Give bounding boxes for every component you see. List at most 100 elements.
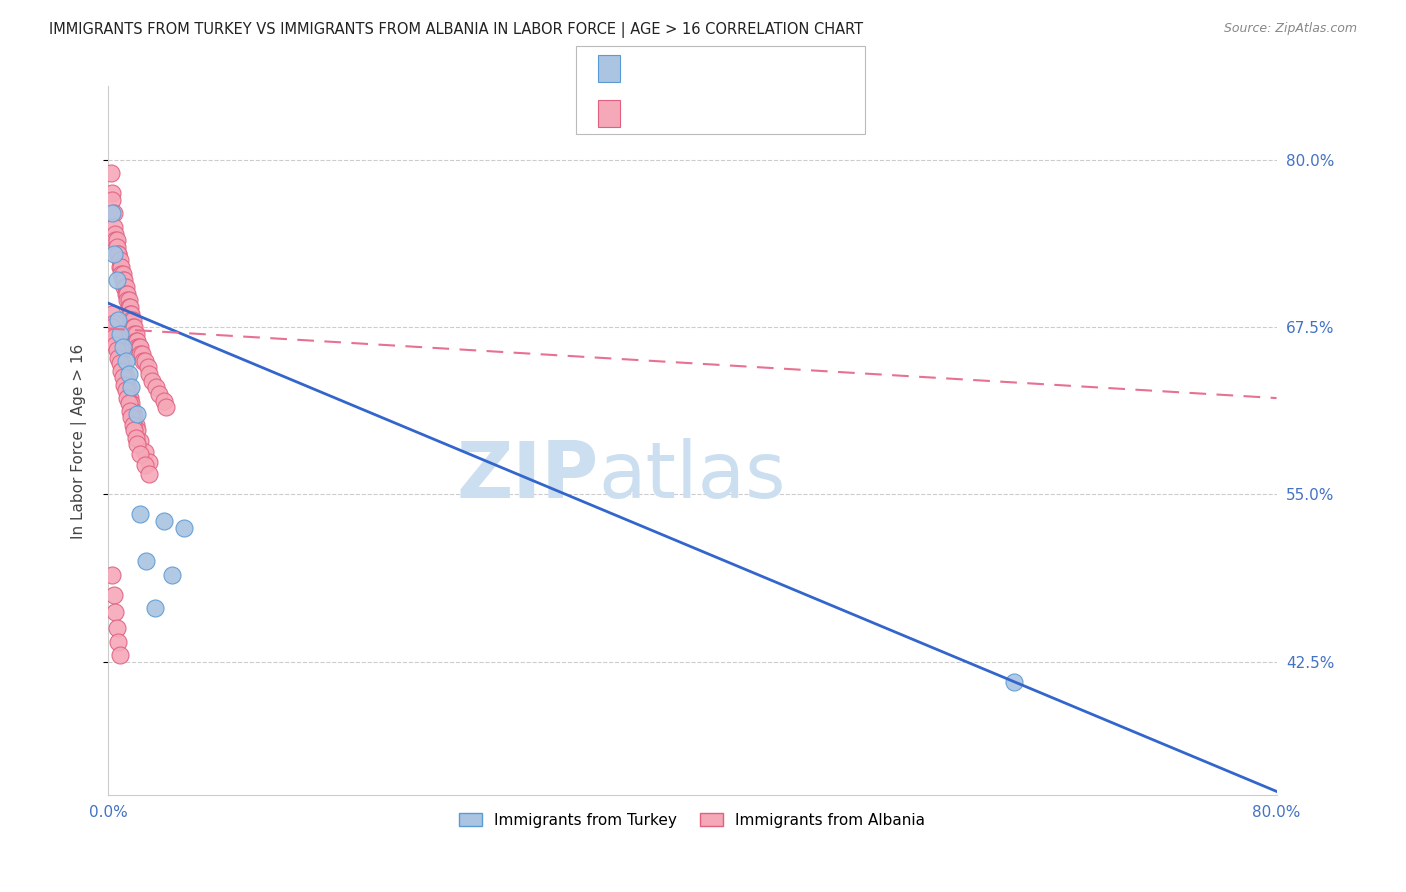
Point bbox=[111, 267, 134, 281]
Point bbox=[112, 280, 135, 294]
Point bbox=[114, 353, 136, 368]
Point bbox=[173, 521, 195, 535]
Point bbox=[127, 334, 149, 348]
Point bbox=[152, 514, 174, 528]
Point bbox=[107, 351, 129, 365]
Point bbox=[110, 267, 132, 281]
Point bbox=[162, 567, 184, 582]
Point bbox=[127, 436, 149, 450]
Point bbox=[127, 423, 149, 437]
Point bbox=[105, 240, 128, 254]
Point bbox=[134, 444, 156, 458]
Point bbox=[124, 326, 146, 341]
Point bbox=[128, 340, 150, 354]
Text: Source: ZipAtlas.com: Source: ZipAtlas.com bbox=[1223, 22, 1357, 36]
Point bbox=[104, 233, 127, 247]
Point bbox=[107, 246, 129, 260]
Point bbox=[101, 320, 124, 334]
Point bbox=[114, 369, 136, 384]
Point bbox=[129, 508, 152, 522]
Point bbox=[110, 351, 132, 365]
Point bbox=[120, 396, 142, 410]
Text: IMMIGRANTS FROM TURKEY VS IMMIGRANTS FROM ALBANIA IN LABOR FORCE | AGE > 16 CORR: IMMIGRANTS FROM TURKEY VS IMMIGRANTS FRO… bbox=[49, 22, 863, 38]
Point bbox=[129, 434, 152, 448]
Point bbox=[120, 409, 142, 424]
Point bbox=[114, 286, 136, 301]
Point bbox=[111, 273, 134, 287]
Point bbox=[127, 340, 149, 354]
Point bbox=[118, 300, 141, 314]
Point bbox=[118, 404, 141, 418]
Point bbox=[104, 324, 127, 338]
Point bbox=[134, 353, 156, 368]
Point bbox=[110, 260, 132, 274]
Point bbox=[108, 648, 131, 662]
Point bbox=[108, 326, 131, 341]
Point bbox=[129, 347, 152, 361]
Point bbox=[105, 233, 128, 247]
Point bbox=[104, 227, 127, 241]
Point bbox=[105, 329, 128, 343]
Point bbox=[103, 316, 125, 330]
Point bbox=[103, 206, 125, 220]
Point bbox=[107, 337, 129, 351]
Point bbox=[125, 334, 148, 348]
Point bbox=[145, 380, 167, 394]
Point bbox=[141, 374, 163, 388]
Point bbox=[114, 280, 136, 294]
Point bbox=[117, 383, 139, 397]
Point bbox=[135, 554, 157, 568]
Y-axis label: In Labor Force | Age > 16: In Labor Force | Age > 16 bbox=[72, 343, 87, 539]
Point bbox=[155, 401, 177, 415]
Point bbox=[124, 320, 146, 334]
Point bbox=[125, 326, 148, 341]
Point bbox=[125, 431, 148, 445]
Point bbox=[112, 377, 135, 392]
Point bbox=[108, 356, 131, 370]
Point bbox=[124, 409, 146, 424]
Point bbox=[115, 293, 138, 308]
Point bbox=[138, 467, 160, 482]
Text: atlas: atlas bbox=[599, 438, 786, 515]
Point bbox=[108, 253, 131, 268]
Point bbox=[112, 273, 135, 287]
Legend: Immigrants from Turkey, Immigrants from Albania: Immigrants from Turkey, Immigrants from … bbox=[453, 806, 931, 834]
Point bbox=[122, 404, 145, 418]
Point bbox=[105, 343, 128, 357]
Point bbox=[122, 320, 145, 334]
Point bbox=[152, 393, 174, 408]
Text: ZIP: ZIP bbox=[457, 438, 599, 515]
Point bbox=[132, 353, 155, 368]
Point bbox=[118, 307, 141, 321]
Point bbox=[122, 313, 145, 327]
Point bbox=[117, 367, 139, 381]
Point bbox=[111, 356, 134, 370]
Point bbox=[103, 588, 125, 602]
Point bbox=[120, 313, 142, 327]
Point bbox=[107, 634, 129, 648]
Point bbox=[122, 417, 145, 432]
Point bbox=[111, 340, 134, 354]
Point bbox=[101, 193, 124, 207]
Point bbox=[117, 293, 139, 308]
Point bbox=[129, 447, 152, 461]
Point bbox=[115, 377, 138, 392]
Point bbox=[101, 186, 124, 201]
Point bbox=[112, 364, 135, 378]
Point bbox=[134, 458, 156, 472]
Point bbox=[136, 360, 159, 375]
Point bbox=[120, 380, 142, 394]
Point bbox=[105, 273, 128, 287]
Point bbox=[103, 219, 125, 234]
Point bbox=[115, 286, 138, 301]
Point bbox=[104, 605, 127, 619]
Point bbox=[148, 387, 170, 401]
Point bbox=[127, 407, 149, 421]
Point bbox=[129, 340, 152, 354]
Point bbox=[120, 307, 142, 321]
Point bbox=[1002, 674, 1025, 689]
Point bbox=[100, 166, 122, 180]
Point bbox=[107, 246, 129, 260]
Point bbox=[117, 300, 139, 314]
Text: R = -0.020   N = 98: R = -0.020 N = 98 bbox=[631, 106, 782, 120]
